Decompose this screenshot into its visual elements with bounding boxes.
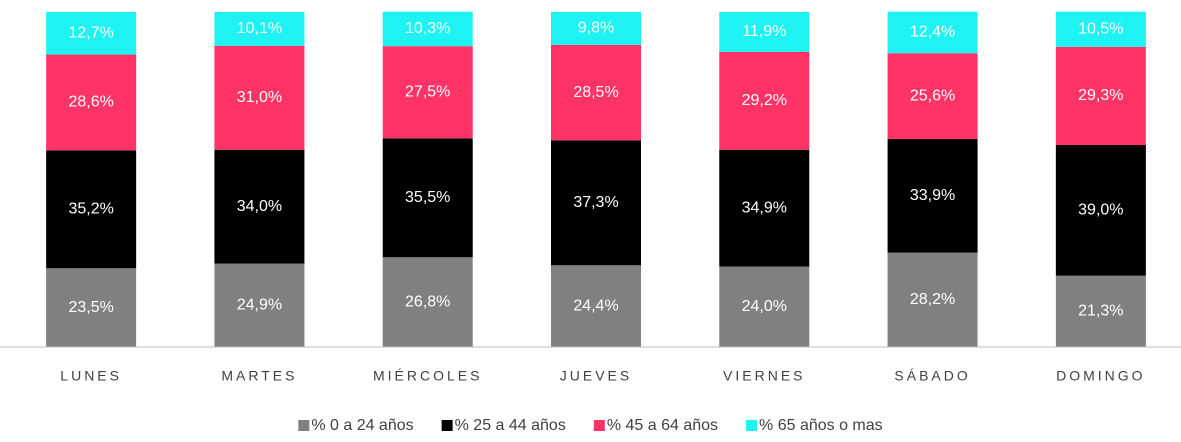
bar-segment bbox=[214, 45, 305, 150]
bar-segment bbox=[551, 265, 641, 347]
legend-label: % 25 a 44 años bbox=[455, 417, 566, 434]
bar-segment bbox=[46, 12, 137, 55]
data-label: 10,3% bbox=[405, 20, 450, 37]
x-tick-label: DOMINGO bbox=[1056, 368, 1145, 384]
legend-swatch bbox=[746, 420, 758, 431]
legend-label: % 0 a 24 años bbox=[311, 417, 413, 434]
data-label: 12,4% bbox=[910, 24, 955, 41]
data-label: 23,5% bbox=[68, 299, 113, 316]
data-label: 33,9% bbox=[910, 187, 955, 204]
data-label: 12,7% bbox=[68, 24, 113, 41]
bar-segment bbox=[719, 51, 810, 150]
data-label: 35,2% bbox=[68, 201, 113, 218]
data-label: 9,8% bbox=[578, 20, 614, 37]
bar-segment bbox=[382, 46, 473, 139]
data-label: 27,5% bbox=[405, 83, 450, 100]
data-label: 35,5% bbox=[405, 189, 450, 206]
data-label: 39,0% bbox=[1078, 202, 1123, 219]
data-label: 28,5% bbox=[573, 84, 618, 101]
bar-segment bbox=[719, 12, 810, 52]
x-tick-label: LUNES bbox=[60, 368, 122, 384]
data-label: 25,6% bbox=[910, 87, 955, 104]
data-label: 31,0% bbox=[237, 89, 282, 106]
bar-segment bbox=[887, 138, 978, 253]
bar-segment bbox=[887, 11, 978, 54]
data-label: 28,6% bbox=[68, 94, 113, 111]
bar-segment bbox=[887, 53, 978, 139]
bar-segment bbox=[382, 138, 473, 258]
bar-segment bbox=[719, 266, 810, 347]
legend-swatch bbox=[593, 420, 605, 431]
bar-segment bbox=[214, 149, 305, 264]
x-tick-label: VIERNES bbox=[723, 368, 805, 384]
bar-segment bbox=[719, 149, 810, 267]
data-label: 24,0% bbox=[742, 298, 787, 315]
data-label: 37,3% bbox=[573, 194, 618, 211]
bar-segment bbox=[214, 263, 305, 347]
bar-segment bbox=[382, 11, 473, 47]
bar-segment bbox=[1055, 11, 1146, 47]
data-label: 10,1% bbox=[237, 20, 282, 37]
legend-label: % 65 años o mas bbox=[759, 417, 883, 434]
bar-segment bbox=[551, 12, 641, 45]
x-tick-label: MIÉRCOLES bbox=[373, 368, 482, 384]
data-label: 21,3% bbox=[1078, 303, 1123, 320]
data-label: 11,9% bbox=[742, 23, 786, 40]
data-label: 26,8% bbox=[405, 293, 450, 310]
legend-swatch bbox=[441, 420, 453, 431]
bar-segment bbox=[1055, 275, 1146, 347]
bar-segment bbox=[214, 12, 305, 46]
data-label: 28,2% bbox=[910, 291, 955, 308]
x-tick-label: MARTES bbox=[221, 368, 297, 384]
legend-swatch bbox=[298, 420, 310, 431]
bar-segment bbox=[46, 150, 137, 269]
data-label: 24,9% bbox=[237, 297, 282, 314]
data-label: 34,0% bbox=[237, 198, 282, 215]
data-label: 10,5% bbox=[1078, 20, 1123, 37]
legend-label: % 45 a 64 años bbox=[607, 417, 718, 434]
data-label: 29,2% bbox=[742, 92, 787, 109]
bar-segment bbox=[382, 257, 473, 347]
bar-segment bbox=[551, 140, 641, 266]
bar-segment bbox=[46, 268, 137, 347]
data-label: 24,4% bbox=[573, 297, 618, 314]
bar-segment bbox=[551, 44, 641, 141]
data-label: 34,9% bbox=[742, 199, 787, 216]
x-tick-label: SÁBADO bbox=[894, 368, 970, 384]
bar-segment bbox=[887, 252, 978, 347]
data-label: 29,3% bbox=[1078, 87, 1123, 104]
bar-segment bbox=[46, 54, 137, 151]
x-tick-label: JUEVES bbox=[560, 368, 632, 384]
bar-segment bbox=[1055, 144, 1146, 276]
bar-segment bbox=[1055, 46, 1146, 145]
